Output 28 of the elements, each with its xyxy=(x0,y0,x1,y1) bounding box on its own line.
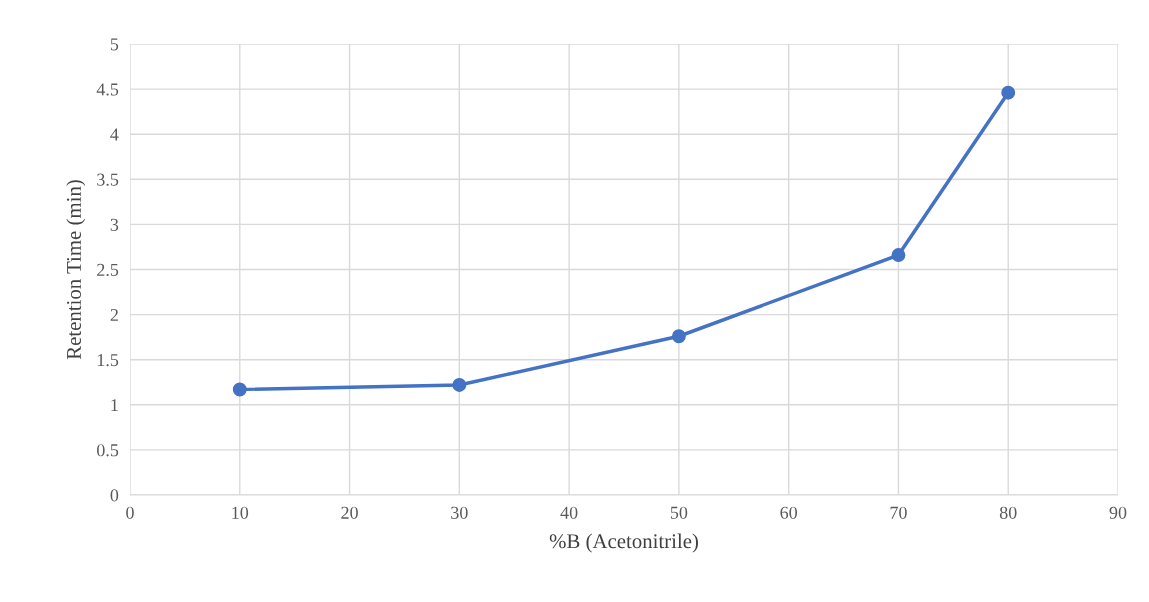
point xyxy=(452,378,467,392)
y-tick-label: 0 xyxy=(110,489,119,502)
y-axis-title: Retention Time (min) xyxy=(66,180,86,360)
x-tick-label: 80 xyxy=(999,506,1017,519)
point xyxy=(232,382,247,397)
y-tick-label: 2.5 xyxy=(97,263,119,277)
y-tick-label: 3.5 xyxy=(97,173,119,186)
x-tick-label: 60 xyxy=(780,506,798,519)
x-tick-label: 20 xyxy=(341,506,358,519)
y-tick-label: 3 xyxy=(110,218,119,231)
x-tick-label: 0 xyxy=(126,506,134,519)
point xyxy=(671,329,686,344)
y-tick-label: 1.5 xyxy=(97,354,119,367)
point xyxy=(891,248,906,263)
x-axis-title: %B (Acetonitrile) xyxy=(549,533,698,553)
x-tick-label: 40 xyxy=(560,506,578,519)
y-tick-label: 0.5 xyxy=(97,444,119,457)
x-tick-label: 90 xyxy=(1109,506,1127,519)
x-tick-label: 70 xyxy=(890,506,907,519)
x-tick-label: 30 xyxy=(451,506,468,519)
y-tick-label: 4.5 xyxy=(96,83,119,96)
y-tick-label: 1 xyxy=(111,399,118,412)
point xyxy=(1001,85,1016,100)
y-tick-label: 2 xyxy=(110,308,118,321)
x-tick-label: 10 xyxy=(232,506,249,519)
x-tick-label: 50 xyxy=(670,506,688,519)
y-tick-label: 4 xyxy=(110,128,119,141)
y-tick-label: 5 xyxy=(110,38,119,51)
